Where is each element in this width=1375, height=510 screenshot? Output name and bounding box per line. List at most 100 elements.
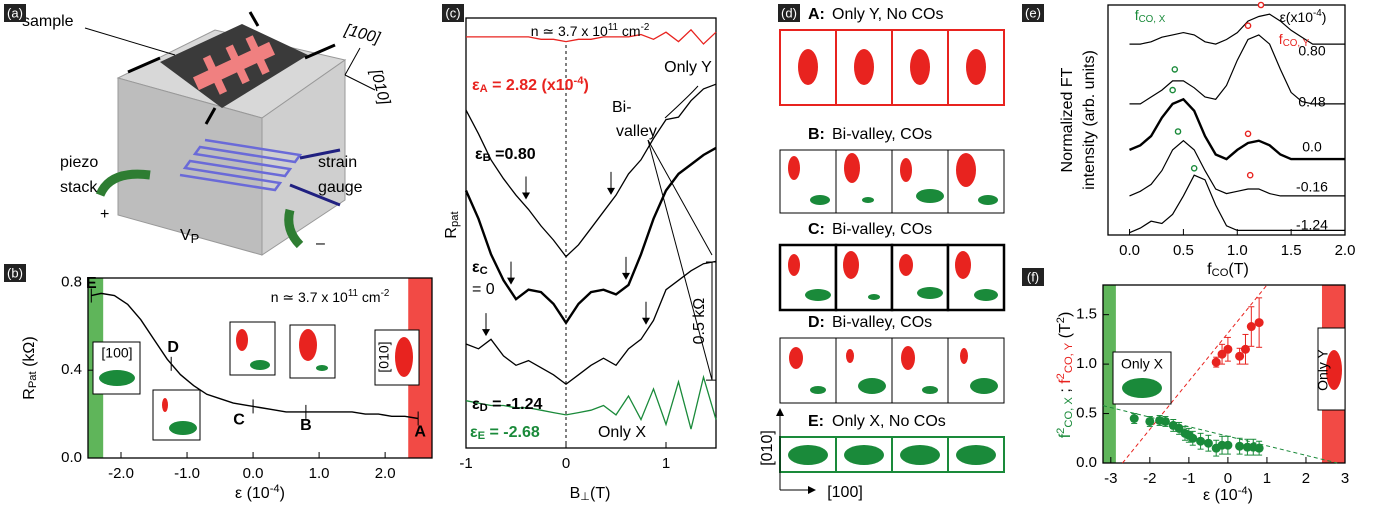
point [1240, 344, 1250, 354]
inset-label: [010] [376, 341, 392, 372]
panel-label: (b) [7, 265, 23, 280]
text-part: 2 [1055, 317, 1067, 323]
inset-label: Only X [1121, 356, 1164, 372]
text-part: -4 [270, 483, 280, 495]
text-part: = 2.82 (x10 [488, 77, 574, 94]
text-part: B [570, 485, 581, 502]
valley [844, 445, 884, 465]
peak-marker [1244, 22, 1252, 30]
x-axis-label: ε (10-4) [235, 483, 285, 502]
text-part: ε [470, 424, 478, 441]
text-part: R [21, 388, 38, 400]
valley-x [250, 360, 270, 370]
valley [844, 153, 860, 183]
point [1174, 423, 1184, 433]
text-part: R [443, 227, 460, 239]
valley [789, 347, 803, 369]
inset-label: [100] [101, 345, 132, 361]
point [1145, 416, 1155, 426]
curve [465, 374, 717, 430]
series-label: 0.48 [1298, 94, 1325, 110]
arrow-head [507, 277, 515, 285]
text-part: (kΩ) [21, 336, 38, 371]
row-letter: D: [808, 314, 825, 331]
annotation: n ≃ 3.7 x 1011 cm-2 [531, 22, 650, 39]
cell [890, 243, 950, 312]
valley [900, 158, 912, 182]
arrow-head [622, 272, 630, 280]
text-part: ε [472, 396, 480, 413]
row-title: Bi-valley, COs [832, 126, 932, 143]
axis-label: [100] [827, 484, 863, 501]
x-axis-label: B⊥(T) [570, 485, 611, 503]
callout-line [647, 139, 713, 381]
inset-label: Only Y [1315, 348, 1331, 390]
annotation: n ≃ 3.7 x 1011 cm-2 [271, 288, 390, 305]
curve [466, 28, 717, 45]
text-part: n ≃ 3.7 x 10 [531, 23, 608, 39]
y-axis-label: Normalized FT [1059, 67, 1076, 172]
band [1103, 285, 1116, 463]
sample-label: sample [22, 13, 74, 30]
panel-label: (a) [7, 5, 23, 20]
marker-label: fCO, X [1135, 7, 1166, 25]
text-part: CO, Y [1063, 342, 1075, 373]
text-part: CO [1212, 267, 1229, 279]
peak-marker [1190, 164, 1198, 172]
plot-frame [1107, 4, 1346, 236]
panel-label-box [1022, 268, 1044, 286]
cell [778, 243, 838, 312]
curve [465, 83, 717, 258]
valley [901, 346, 915, 370]
x-tick-label: 0.0 [243, 465, 264, 482]
cell [946, 243, 1006, 312]
valley-y [395, 337, 413, 377]
peak-marker [1244, 130, 1252, 138]
x-tick-label: 2 [1302, 470, 1310, 487]
curve [1129, 174, 1345, 234]
cell [779, 149, 837, 214]
row-title: Bi-valley, COs [832, 314, 932, 331]
cell [891, 337, 949, 404]
cell [835, 337, 893, 404]
row-letter: B: [808, 126, 825, 143]
row-letter: C: [808, 221, 825, 238]
y-axis-label: f2CO, X ; f2CO, Y (T2) [1055, 312, 1075, 439]
point [1188, 433, 1198, 443]
scale-label: 0.5 kΩ [691, 298, 708, 345]
peak-marker [1257, 1, 1265, 9]
valley [910, 49, 930, 85]
x-tick-label: 0.0 [1119, 242, 1140, 259]
valley-x [316, 365, 328, 371]
text-part: f [1279, 31, 1283, 47]
cell [891, 149, 949, 214]
valley [960, 348, 968, 364]
valley [854, 49, 874, 85]
text-part: ε [475, 146, 483, 163]
text-part: P [191, 231, 200, 246]
y-tick-label: 0.0 [61, 449, 82, 466]
valley [810, 195, 830, 205]
text-part: CO, X [1063, 397, 1075, 428]
curve [465, 260, 717, 386]
valley [900, 445, 940, 465]
valley [956, 153, 976, 187]
text-part: f [1057, 433, 1074, 438]
x-tick-label: 0 [1224, 470, 1232, 487]
panel-label-box [778, 4, 800, 22]
row-title: Only Y, No COs [832, 6, 943, 23]
axis-100 [344, 47, 361, 76]
point [1217, 349, 1227, 359]
valley [798, 49, 818, 85]
gauge-wires [289, 148, 341, 207]
point [1211, 357, 1221, 367]
text-part: C [480, 265, 488, 277]
series-label: = 0 [472, 281, 495, 298]
gauge-label: gauge [318, 179, 363, 196]
valley-x [1122, 378, 1162, 398]
marker-label: fCO, Y [1279, 31, 1310, 49]
row-title: Only X, No COs [832, 413, 946, 430]
text-part: -2 [641, 22, 650, 33]
callout: valley [616, 123, 657, 140]
text-part: ε (10 [1203, 487, 1238, 504]
